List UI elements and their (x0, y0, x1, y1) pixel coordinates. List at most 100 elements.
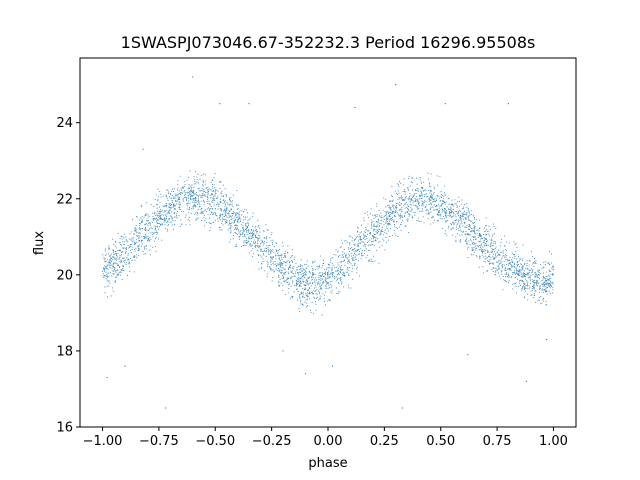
data-point (450, 206, 452, 208)
data-point (116, 258, 118, 260)
data-point (165, 216, 167, 218)
data-point (299, 282, 302, 284)
data-point (344, 256, 347, 258)
data-point (260, 239, 262, 241)
data-point (360, 248, 362, 250)
data-point (180, 192, 182, 194)
data-point (131, 218, 133, 221)
data-point (141, 218, 143, 220)
data-point (249, 235, 251, 237)
data-point (379, 246, 381, 248)
data-point (175, 200, 177, 202)
data-point (522, 272, 524, 274)
data-point (270, 259, 272, 261)
data-point (326, 267, 328, 269)
data-point (299, 269, 301, 271)
data-point (536, 273, 538, 276)
data-point (426, 204, 428, 206)
data-point (257, 239, 259, 241)
data-point (194, 178, 196, 180)
data-point (491, 248, 493, 250)
data-point (473, 230, 475, 232)
data-point (275, 243, 277, 245)
data-point (515, 267, 517, 269)
data-point (503, 245, 505, 247)
data-point (391, 211, 393, 213)
data-point (314, 280, 316, 282)
data-point (497, 272, 500, 274)
data-point (375, 237, 377, 239)
data-point (224, 210, 226, 212)
data-point (513, 283, 515, 285)
data-point (521, 289, 523, 291)
data-point (206, 195, 208, 197)
data-point (473, 239, 475, 241)
data-point (455, 219, 457, 221)
data-point (198, 206, 201, 208)
data-point (509, 259, 511, 261)
data-point (104, 292, 106, 294)
data-point (340, 269, 342, 271)
data-point (133, 256, 135, 258)
data-point (534, 279, 536, 281)
data-point (361, 252, 363, 255)
data-point (119, 242, 121, 244)
data-point (550, 270, 552, 272)
outlier-point (219, 103, 221, 105)
data-point (444, 230, 446, 232)
data-point (378, 221, 380, 223)
data-point (325, 291, 327, 293)
data-point (484, 258, 486, 260)
data-point (492, 267, 494, 269)
data-point (212, 199, 214, 201)
data-point (414, 214, 416, 216)
data-point (123, 269, 125, 271)
data-point (423, 201, 425, 203)
data-point (230, 223, 232, 225)
data-point (219, 219, 221, 221)
data-point (353, 244, 355, 246)
data-point (491, 268, 493, 271)
data-point (523, 288, 525, 291)
data-point (397, 184, 400, 186)
data-point (158, 216, 160, 218)
data-point (419, 198, 421, 200)
data-point (255, 236, 257, 238)
data-point (250, 231, 252, 233)
data-point (480, 250, 482, 252)
data-point (331, 267, 333, 269)
data-point (270, 234, 272, 236)
data-point (475, 245, 477, 247)
data-point (472, 215, 474, 217)
data-point (487, 255, 489, 257)
data-point (278, 258, 280, 260)
data-point (332, 257, 334, 259)
data-point (290, 270, 292, 272)
data-point (532, 282, 535, 284)
data-point (289, 260, 291, 262)
data-point (534, 290, 536, 292)
data-point (456, 233, 459, 235)
data-point (312, 273, 314, 275)
data-point (428, 183, 430, 185)
data-point (364, 239, 366, 241)
data-point (265, 224, 267, 226)
data-point (144, 227, 147, 229)
data-point (368, 260, 370, 262)
data-point (366, 237, 368, 239)
data-point (492, 234, 494, 236)
data-point (336, 270, 338, 272)
data-point (462, 231, 464, 233)
data-point (232, 194, 234, 196)
data-point (364, 231, 366, 233)
data-point (158, 238, 160, 240)
data-point (306, 282, 308, 284)
data-point (300, 267, 302, 269)
data-point (305, 274, 307, 276)
data-point (386, 242, 388, 244)
data-point (210, 211, 213, 213)
data-point (153, 206, 155, 208)
data-point (220, 181, 222, 183)
data-point (437, 210, 440, 212)
data-point (186, 203, 188, 205)
